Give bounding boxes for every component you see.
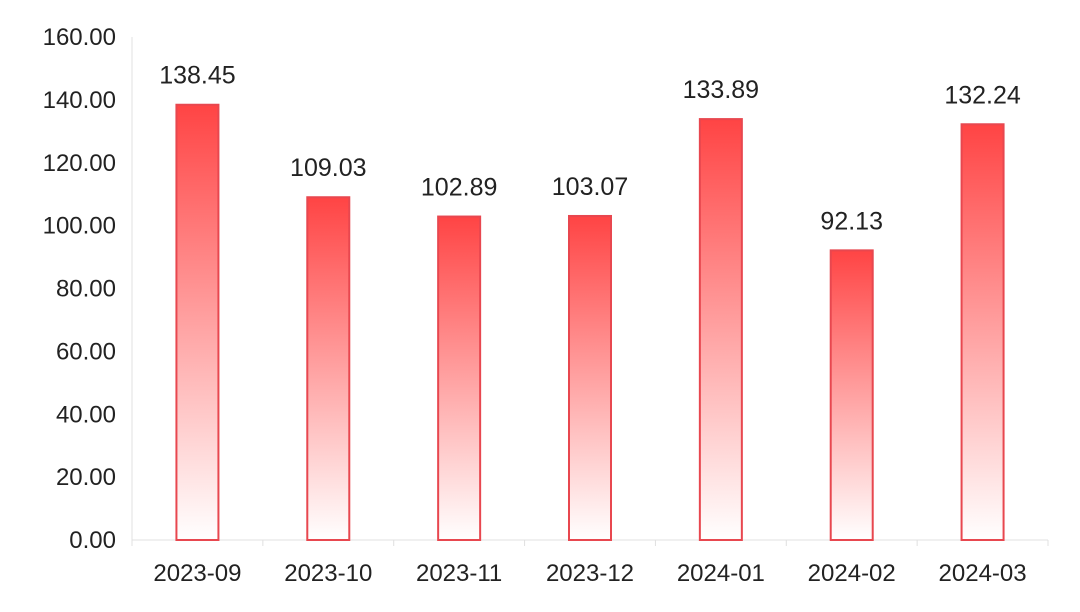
x-tick-label: 2024-01 [677,560,765,587]
bar-value-label: 103.07 [552,173,628,201]
bar-2023-09 [175,103,220,542]
bar-2024-02 [829,249,874,542]
y-tick-label: 0.00 [69,527,116,554]
y-tick-label: 20.00 [56,464,116,491]
y-tick-label: 100.00 [43,213,116,240]
x-tick-label: 2023-11 [416,560,502,587]
x-tick-label: 2023-10 [284,560,372,587]
bar-value-label: 109.03 [290,154,366,182]
y-tick-label: 120.00 [43,150,116,177]
x-tick-label: 2024-02 [808,560,896,587]
bar-2024-03 [960,123,1005,541]
x-tick-label: 2024-03 [939,560,1027,587]
y-tick-label: 40.00 [56,401,116,428]
y-tick-label: 140.00 [43,87,116,114]
x-tick-label: 2023-09 [153,560,241,587]
bar-value-label: 133.89 [683,76,759,104]
data-labels: 138.45 109.03 102.89 103.07 133.89 92.13 132.2… [159,62,1021,236]
bar-value-label: 102.89 [421,174,497,202]
bar-value-label: 138.45 [159,62,235,90]
y-tick-label: 60.00 [56,338,116,365]
y-axis: 0.00 20.00 40.00 60.00 80.00 100.00 120.00 140.… [43,24,133,554]
x-axis: 2023-09 2023-10 2023-11 2023-12 2024-01 2024-… [131,539,1049,587]
bar-value-label: 92.13 [820,207,883,235]
bar-2023-12 [568,214,612,541]
y-tick-label: 80.00 [56,276,116,303]
bar-2023-11 [437,215,482,542]
bar-2024-01 [698,118,743,541]
x-tick-label: 2023-12 [546,560,634,587]
y-tick-label: 160.00 [43,24,116,51]
bar-value-label: 132.24 [944,81,1021,109]
bar-2023-10 [306,196,351,541]
bars [175,103,1005,542]
